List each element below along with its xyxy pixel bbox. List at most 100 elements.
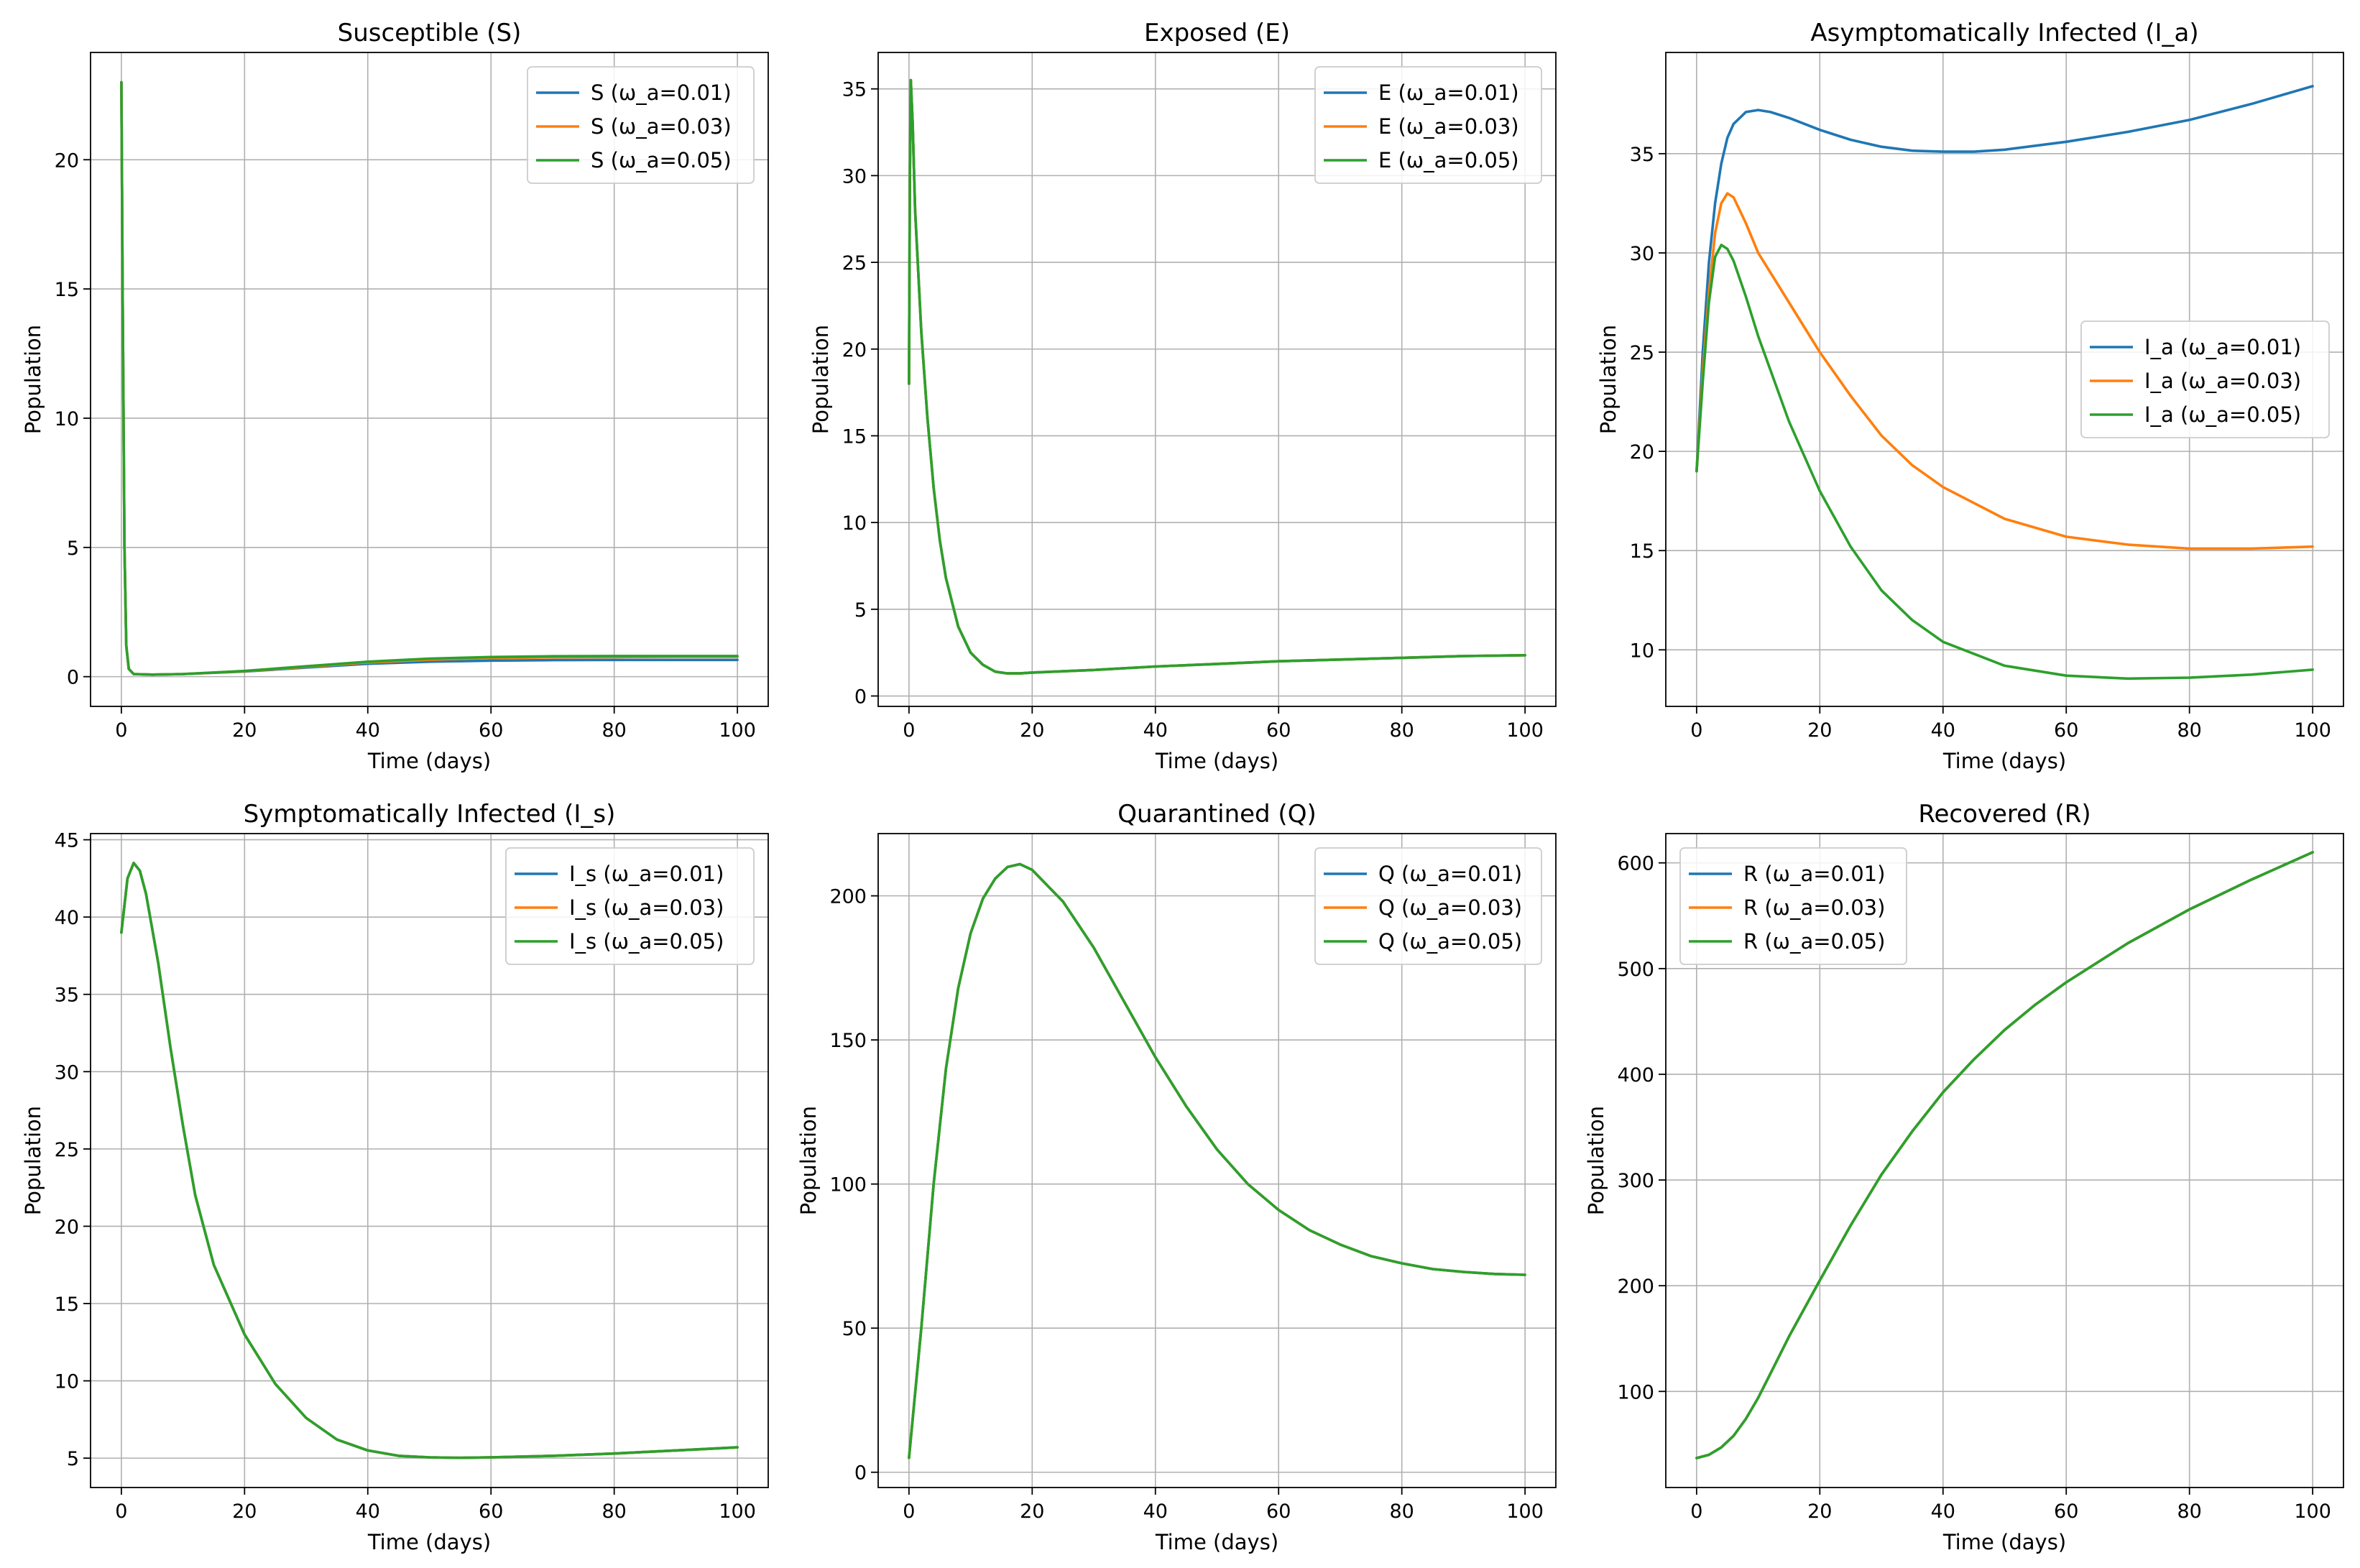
- y-tick-label: 30: [1630, 243, 1654, 265]
- x-axis-label: Time (days): [367, 1530, 491, 1554]
- y-tick-label: 30: [842, 165, 867, 188]
- y-tick-label: 10: [55, 1371, 79, 1393]
- y-tick-label: 20: [55, 1216, 79, 1238]
- y-tick-label: 5: [67, 538, 79, 560]
- series-lines: [120, 862, 739, 1459]
- x-tick-label: 60: [2054, 719, 2078, 742]
- x-tick-label: 20: [1807, 1500, 1832, 1523]
- y-tick-label: 15: [1630, 540, 1654, 563]
- series-line-2: [1695, 192, 2314, 550]
- x-tick-label: 20: [232, 719, 257, 742]
- y-tick-label: 35: [842, 79, 867, 101]
- x-tick-label: 100: [719, 1500, 756, 1523]
- legend-label-1: E (ω_a=0.01): [1378, 80, 1519, 105]
- legend-label-2: S (ω_a=0.03): [591, 114, 732, 139]
- axes-frame: [1665, 833, 2344, 1488]
- axes-frame: [877, 833, 1557, 1488]
- legend: R (ω_a=0.01) R (ω_a=0.03) R (ω_a=0.05): [1679, 847, 1907, 965]
- x-tick-label: 80: [1390, 1500, 1414, 1523]
- series-line-3: [908, 78, 1526, 675]
- legend-label-3: Q (ω_a=0.05): [1378, 929, 1522, 954]
- y-tick-label: 300: [1617, 1170, 1654, 1192]
- x-tick-label: 20: [1807, 719, 1832, 742]
- series-lines: [908, 78, 1526, 675]
- y-tick-label: 30: [55, 1061, 79, 1084]
- legend-label-1: I_s (ω_a=0.01): [569, 862, 724, 886]
- x-tick-label: 40: [356, 719, 380, 742]
- x-tick-label: 40: [1143, 1500, 1168, 1523]
- legend: S (ω_a=0.01) S (ω_a=0.03) S (ω_a=0.05): [527, 66, 755, 184]
- subplot-3: 0 20 40 60 80 100 10 15 20 25 30 35 Asymptomatically…: [1596, 19, 2344, 773]
- y-tick-label: 15: [55, 279, 79, 301]
- x-tick-label: 80: [2177, 1500, 2202, 1523]
- x-tick-label: 80: [1390, 719, 1414, 742]
- series-line-3: [1695, 851, 2314, 1459]
- y-axis-label: Population: [808, 325, 833, 434]
- y-axis-label: Population: [21, 325, 45, 434]
- x-tick-label: 40: [1143, 719, 1168, 742]
- y-axis-label: Population: [796, 1106, 821, 1215]
- subplot-title: Asymptomatically Infected (I_a): [1810, 19, 2198, 47]
- legend-label-3: R (ω_a=0.05): [1743, 929, 1885, 954]
- y-tick-label: 40: [55, 907, 79, 929]
- series-lines: [1695, 851, 2314, 1459]
- x-tick-label: 100: [2294, 1500, 2331, 1523]
- x-tick-label: 0: [903, 1500, 915, 1523]
- series-line-3: [1695, 244, 2314, 681]
- x-tick-label: 20: [232, 1500, 257, 1523]
- y-tick-label: 0: [854, 1462, 867, 1485]
- legend-label-1: Q (ω_a=0.01): [1378, 862, 1522, 886]
- x-axis-label: Time (days): [1942, 749, 2066, 773]
- subplot-2: 0 20 40 60 80 100 0 5 10 15 20 25 30 35 Exposed (E) Tim…: [808, 19, 1557, 773]
- y-tick-label: 15: [55, 1293, 79, 1316]
- legend-label-3: I_a (ω_a=0.05): [2144, 402, 2301, 427]
- y-tick-label: 100: [829, 1174, 867, 1196]
- x-tick-label: 0: [115, 719, 127, 742]
- subplot-5: 0 20 40 60 80 100 0 50 100 150 200 Quarantined (Q) T…: [796, 800, 1557, 1554]
- legend-label-3: E (ω_a=0.05): [1378, 148, 1519, 172]
- x-tick-label: 0: [115, 1500, 127, 1523]
- y-tick-label: 10: [55, 408, 79, 430]
- legend-label-2: I_s (ω_a=0.03): [569, 895, 724, 920]
- legend: E (ω_a=0.01) E (ω_a=0.03) E (ω_a=0.05): [1314, 66, 1542, 184]
- y-tick-label: 25: [1630, 342, 1654, 364]
- subplot-4: 0 20 40 60 80 100 5 10 15 20 25 30 35 40 45 Symptomatic…: [21, 800, 769, 1554]
- subplot-6: 0 20 40 60 80 100 100 200 300 400 500 600 Recovered …: [1584, 800, 2344, 1554]
- subplot-title: Quarantined (Q): [1117, 800, 1316, 829]
- series-lines: [908, 862, 1526, 1459]
- series-line-3: [120, 80, 739, 676]
- legend-box: [1314, 847, 1542, 965]
- x-tick-label: 20: [1020, 1500, 1044, 1523]
- x-axis-label: Time (days): [367, 749, 491, 773]
- legend-box: [1679, 847, 1907, 965]
- y-tick-label: 100: [1617, 1381, 1654, 1403]
- y-tick-label: 35: [55, 984, 79, 1007]
- axes-frame: [90, 833, 769, 1488]
- subplot-1: 0 20 40 60 80 100 0 5 10 15 20 Susceptible (S) Time …: [21, 19, 769, 773]
- series-lines: [1695, 85, 2314, 681]
- x-tick-label: 60: [479, 719, 503, 742]
- legend: I_s (ω_a=0.01) I_s (ω_a=0.03) I_s (ω_a=0.0…: [505, 847, 755, 965]
- legend-box: [2080, 320, 2330, 438]
- subplot-title: Symptomatically Infected (I_s): [244, 800, 616, 829]
- axes-frame: [90, 52, 769, 707]
- legend-label-2: Q (ω_a=0.03): [1378, 895, 1522, 920]
- y-axis-label: Population: [21, 1106, 45, 1215]
- y-tick-label: 0: [67, 667, 79, 689]
- x-tick-label: 60: [2054, 1500, 2078, 1523]
- x-tick-label: 60: [1266, 1500, 1291, 1523]
- series-lines: [120, 80, 739, 676]
- y-tick-label: 20: [55, 149, 79, 172]
- y-tick-label: 400: [1617, 1064, 1654, 1087]
- y-tick-label: 200: [1617, 1276, 1654, 1298]
- y-tick-label: 0: [854, 686, 867, 709]
- x-tick-label: 40: [1931, 719, 1955, 742]
- legend-label-1: S (ω_a=0.01): [591, 80, 732, 105]
- legend: I_a (ω_a=0.01) I_a (ω_a=0.03) I_a (ω_a=0.0…: [2080, 320, 2330, 438]
- series-line-3: [120, 862, 739, 1459]
- legend-box: [1314, 66, 1542, 184]
- x-tick-label: 40: [1931, 1500, 1955, 1523]
- subplot-title: Susceptible (S): [338, 19, 522, 47]
- series-line-3: [908, 862, 1526, 1459]
